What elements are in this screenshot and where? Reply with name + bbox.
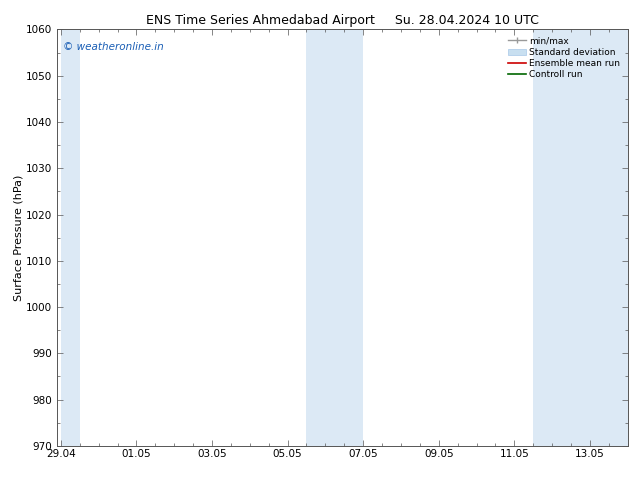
Bar	[306, 29, 363, 446]
Bar	[61, 29, 80, 446]
Text: © weatheronline.in: © weatheronline.in	[63, 42, 164, 52]
Y-axis label: Surface Pressure (hPa): Surface Pressure (hPa)	[13, 174, 23, 301]
Legend: min/max, Standard deviation, Ensemble mean run, Controll run: min/max, Standard deviation, Ensemble me…	[505, 34, 623, 82]
Title: ENS Time Series Ahmedabad Airport     Su. 28.04.2024 10 UTC: ENS Time Series Ahmedabad Airport Su. 28…	[146, 14, 539, 27]
Bar	[533, 29, 628, 446]
